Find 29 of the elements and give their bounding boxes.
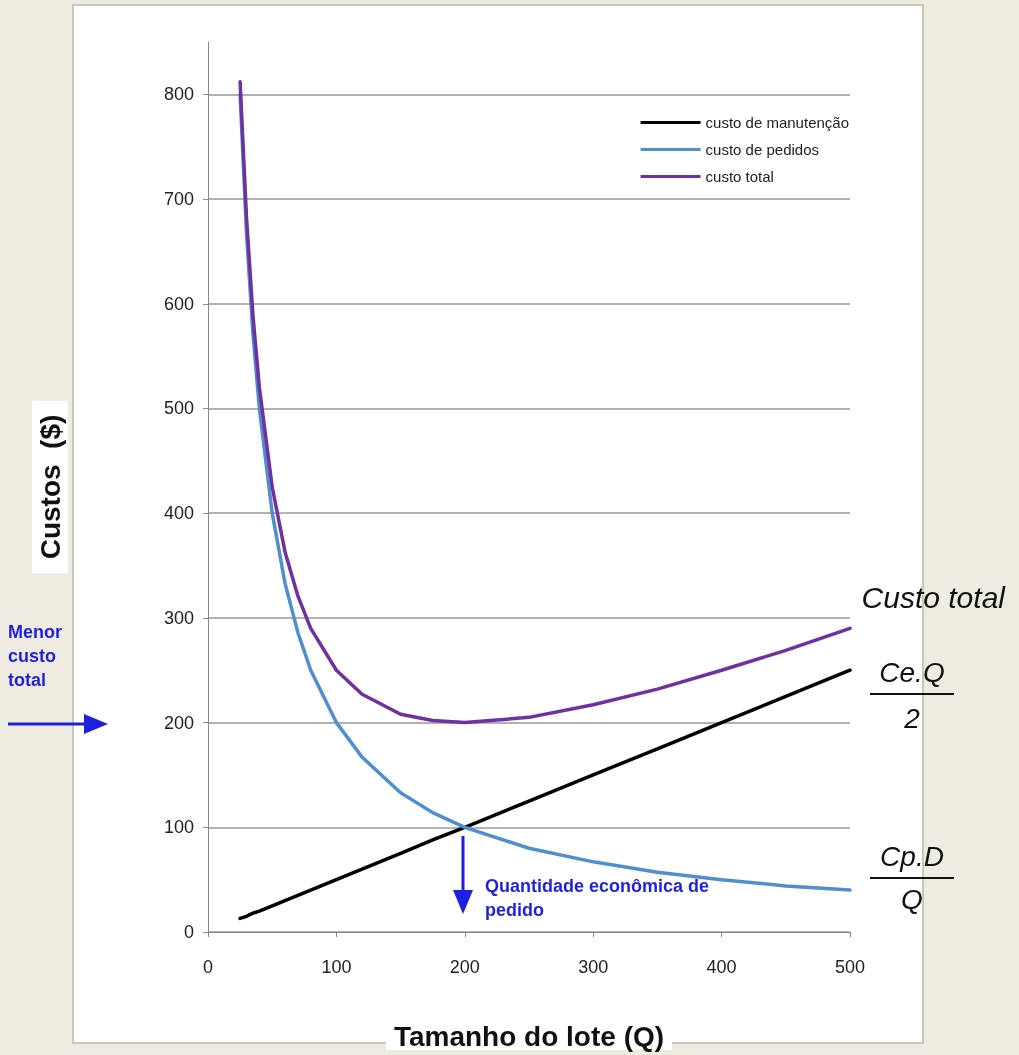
y-axis-title: Custos ($) bbox=[34, 414, 66, 560]
y-tick-label: 700 bbox=[163, 189, 194, 210]
line-series bbox=[238, 668, 852, 921]
y-tick-label: 300 bbox=[163, 607, 194, 628]
annotation: Quantidade econômica de pedido bbox=[485, 876, 715, 920]
legend-label: custo de manutenção bbox=[705, 114, 850, 131]
x-axis-title: Tamanho do lote (Q) bbox=[393, 1020, 665, 1052]
x-tick-label: 0 bbox=[202, 957, 214, 977]
text: 2 bbox=[903, 702, 921, 734]
x-tick-label: 300 bbox=[578, 957, 609, 977]
y-tick-label: 600 bbox=[163, 293, 194, 314]
text: Ce.Q bbox=[879, 656, 945, 688]
x-tick-label: 100 bbox=[321, 957, 352, 977]
text: Q bbox=[901, 883, 923, 915]
x-tick-label: 500 bbox=[834, 957, 866, 977]
y-tick-label: 100 bbox=[163, 817, 194, 838]
text: Custo total bbox=[861, 580, 1007, 614]
y-tick-label: 400 bbox=[163, 503, 194, 524]
legend-label: custo total bbox=[705, 168, 774, 185]
y-tick-label: 500 bbox=[163, 398, 194, 419]
line-series bbox=[238, 80, 852, 725]
text: Menor custo total bbox=[8, 622, 68, 690]
y-tick-label: 800 bbox=[163, 84, 194, 105]
legend-label: custo de pedidos bbox=[705, 141, 819, 158]
y-tick-label: 200 bbox=[163, 712, 194, 733]
text: Cp.D bbox=[880, 840, 944, 872]
y-tick-label: 0 bbox=[183, 922, 194, 942]
x-tick-label: 200 bbox=[449, 957, 480, 977]
x-tick-label: 400 bbox=[706, 957, 737, 977]
